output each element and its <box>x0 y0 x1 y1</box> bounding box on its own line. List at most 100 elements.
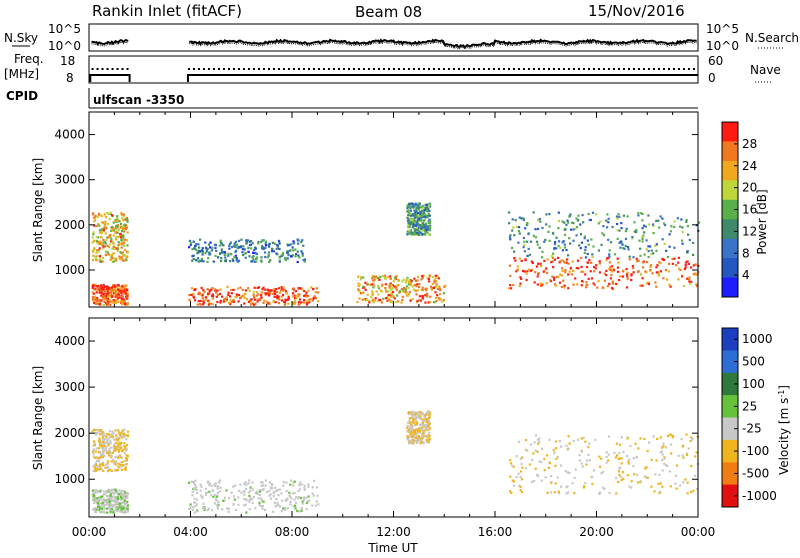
echo-cell <box>525 272 528 275</box>
echo-cell <box>104 220 107 223</box>
echo-cell <box>284 508 287 511</box>
echo-cell <box>603 487 606 490</box>
echo-cell <box>669 285 672 288</box>
echo-cell <box>93 495 96 498</box>
echo-cell <box>120 498 123 501</box>
echo-cell <box>111 495 114 498</box>
echo-cell <box>232 485 235 488</box>
echo-cell <box>206 260 209 264</box>
echo-cell <box>100 284 103 287</box>
echo-cell <box>577 267 580 270</box>
echo-cell <box>557 490 560 493</box>
echo-cell <box>111 435 114 438</box>
echo-cell <box>110 446 113 449</box>
echo-cell <box>103 434 106 437</box>
echo-cell <box>93 466 97 469</box>
echo-cell <box>189 243 192 246</box>
echo-cell <box>125 259 128 262</box>
echo-cell <box>518 216 521 219</box>
echo-cell <box>98 496 101 499</box>
echo-cell <box>103 293 106 296</box>
echo-cell <box>510 287 513 290</box>
echo-cell <box>263 299 266 302</box>
echo-cell <box>198 246 201 249</box>
echo-cell <box>530 260 533 263</box>
echo-cell <box>281 287 284 290</box>
echo-cell <box>103 503 106 507</box>
echo-cell <box>202 502 205 505</box>
echo-cell <box>648 441 651 444</box>
echo-cell <box>114 456 117 459</box>
echo-cell <box>523 270 526 273</box>
echo-cell <box>102 450 105 453</box>
echo-cell <box>647 245 650 248</box>
echo-cell <box>584 440 587 443</box>
echo-cell <box>198 259 201 262</box>
echo-cell <box>666 255 670 259</box>
echo-cell <box>109 236 112 239</box>
echo-cell <box>109 258 112 261</box>
echo-cell <box>639 284 642 287</box>
echo-cell <box>691 438 694 441</box>
echo-cell <box>563 260 566 263</box>
echo-cell <box>686 481 689 484</box>
echo-cell <box>590 238 593 241</box>
echo-cell <box>118 510 121 513</box>
echo-cell <box>106 441 109 445</box>
echo-cell <box>104 254 107 257</box>
echo-cell <box>300 301 303 304</box>
echo-cell <box>406 204 409 207</box>
echo-cell <box>544 238 547 241</box>
echo-cell <box>250 498 254 501</box>
echo-cell <box>557 492 561 495</box>
echo-cell <box>292 292 295 295</box>
echo-cell <box>687 233 690 236</box>
echo-cell <box>207 257 210 260</box>
time-tick-label: 00:00 <box>72 525 107 539</box>
echo-cell <box>428 280 431 283</box>
echo-cell <box>114 295 117 298</box>
echo-cell <box>641 284 644 287</box>
echo-cell <box>119 434 122 437</box>
echo-cell <box>561 269 564 272</box>
noise-sky-trace <box>91 38 697 49</box>
echo-cell <box>686 225 689 228</box>
echo-cell <box>113 292 117 295</box>
echo-cell <box>123 464 126 467</box>
echo-cell <box>407 411 410 414</box>
echo-cell <box>272 250 276 253</box>
echo-cell <box>123 451 126 455</box>
echo-cell <box>566 219 569 222</box>
echo-cell <box>420 440 424 444</box>
echo-cell <box>112 260 115 263</box>
echo-cell <box>569 242 572 245</box>
echo-cell <box>248 508 251 511</box>
echo-cell <box>418 431 421 434</box>
echo-cell <box>664 269 667 272</box>
echo-cell <box>428 233 431 236</box>
echo-cell <box>523 244 526 247</box>
echo-cell <box>512 226 515 229</box>
echo-cell <box>559 260 562 263</box>
echo-cell <box>671 257 674 260</box>
echo-cell <box>694 263 697 266</box>
echo-cell <box>586 252 589 256</box>
echo-cell <box>423 432 426 435</box>
echo-cell <box>239 286 242 289</box>
echo-cell <box>299 481 302 484</box>
echo-cell <box>119 503 122 506</box>
echo-cell <box>536 227 540 231</box>
echo-cell <box>406 219 410 222</box>
echo-cell <box>283 300 286 303</box>
echo-cell <box>123 509 127 512</box>
echo-cell <box>417 206 420 209</box>
echo-cell <box>275 252 278 255</box>
echo-cell <box>252 251 255 254</box>
echo-cell <box>661 485 664 488</box>
echo-cell <box>220 241 223 245</box>
echo-cell <box>580 284 583 287</box>
echo-cell <box>673 220 676 223</box>
echo-cell <box>610 286 614 290</box>
echo-cell <box>662 442 665 445</box>
echo-cell <box>114 429 117 432</box>
